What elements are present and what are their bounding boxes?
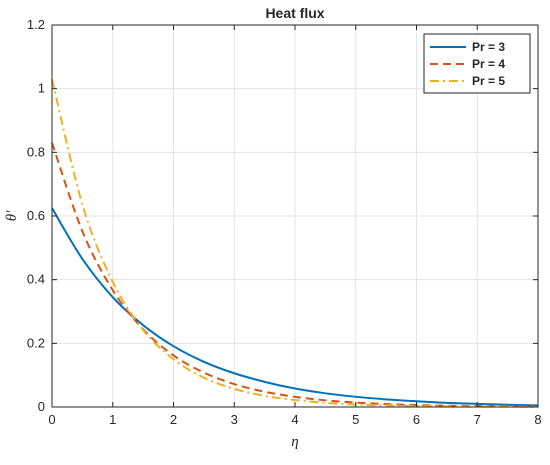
x-tick-label: 1 bbox=[109, 412, 116, 427]
tick-marks bbox=[51, 24, 539, 408]
y-tick-label: 0.4 bbox=[27, 272, 45, 287]
x-tick-label: 5 bbox=[352, 412, 359, 427]
chart-title: Heat flux bbox=[265, 5, 324, 21]
y-tick-label: 1 bbox=[38, 81, 45, 96]
y-tick-label: 0 bbox=[38, 399, 45, 414]
tick-labels: 0 1 2 3 4 5 6 7 8 0 0.2 0.4 0.6 0.8 1 1.2 bbox=[27, 17, 542, 427]
x-tick-label: 4 bbox=[291, 412, 298, 427]
y-tick-label: 1.2 bbox=[27, 17, 45, 32]
x-axis-label: η bbox=[291, 434, 298, 450]
y-tick-label: 0.8 bbox=[27, 144, 45, 159]
x-tick-label: 6 bbox=[413, 412, 420, 427]
legend-label-2: Pr = 4 bbox=[472, 57, 505, 71]
x-tick-label: 2 bbox=[170, 412, 177, 427]
x-tick-label: 7 bbox=[474, 412, 481, 427]
x-tick-label: 8 bbox=[534, 412, 541, 427]
series-line-2 bbox=[51, 142, 539, 408]
legend-box bbox=[423, 33, 531, 94]
series-line-3 bbox=[51, 78, 539, 408]
legend: Pr = 3 Pr = 4 Pr = 5 bbox=[423, 33, 531, 94]
y-tick-label: 0.6 bbox=[27, 208, 45, 223]
series-layer bbox=[51, 78, 539, 408]
legend-label-1: Pr = 3 bbox=[472, 40, 505, 54]
y-tick-label: 0.2 bbox=[27, 335, 45, 350]
x-tick-label: 3 bbox=[231, 412, 238, 427]
y-axis-label: θ' bbox=[4, 210, 20, 221]
x-tick-label: 0 bbox=[48, 412, 55, 427]
legend-label-3: Pr = 5 bbox=[472, 74, 505, 88]
